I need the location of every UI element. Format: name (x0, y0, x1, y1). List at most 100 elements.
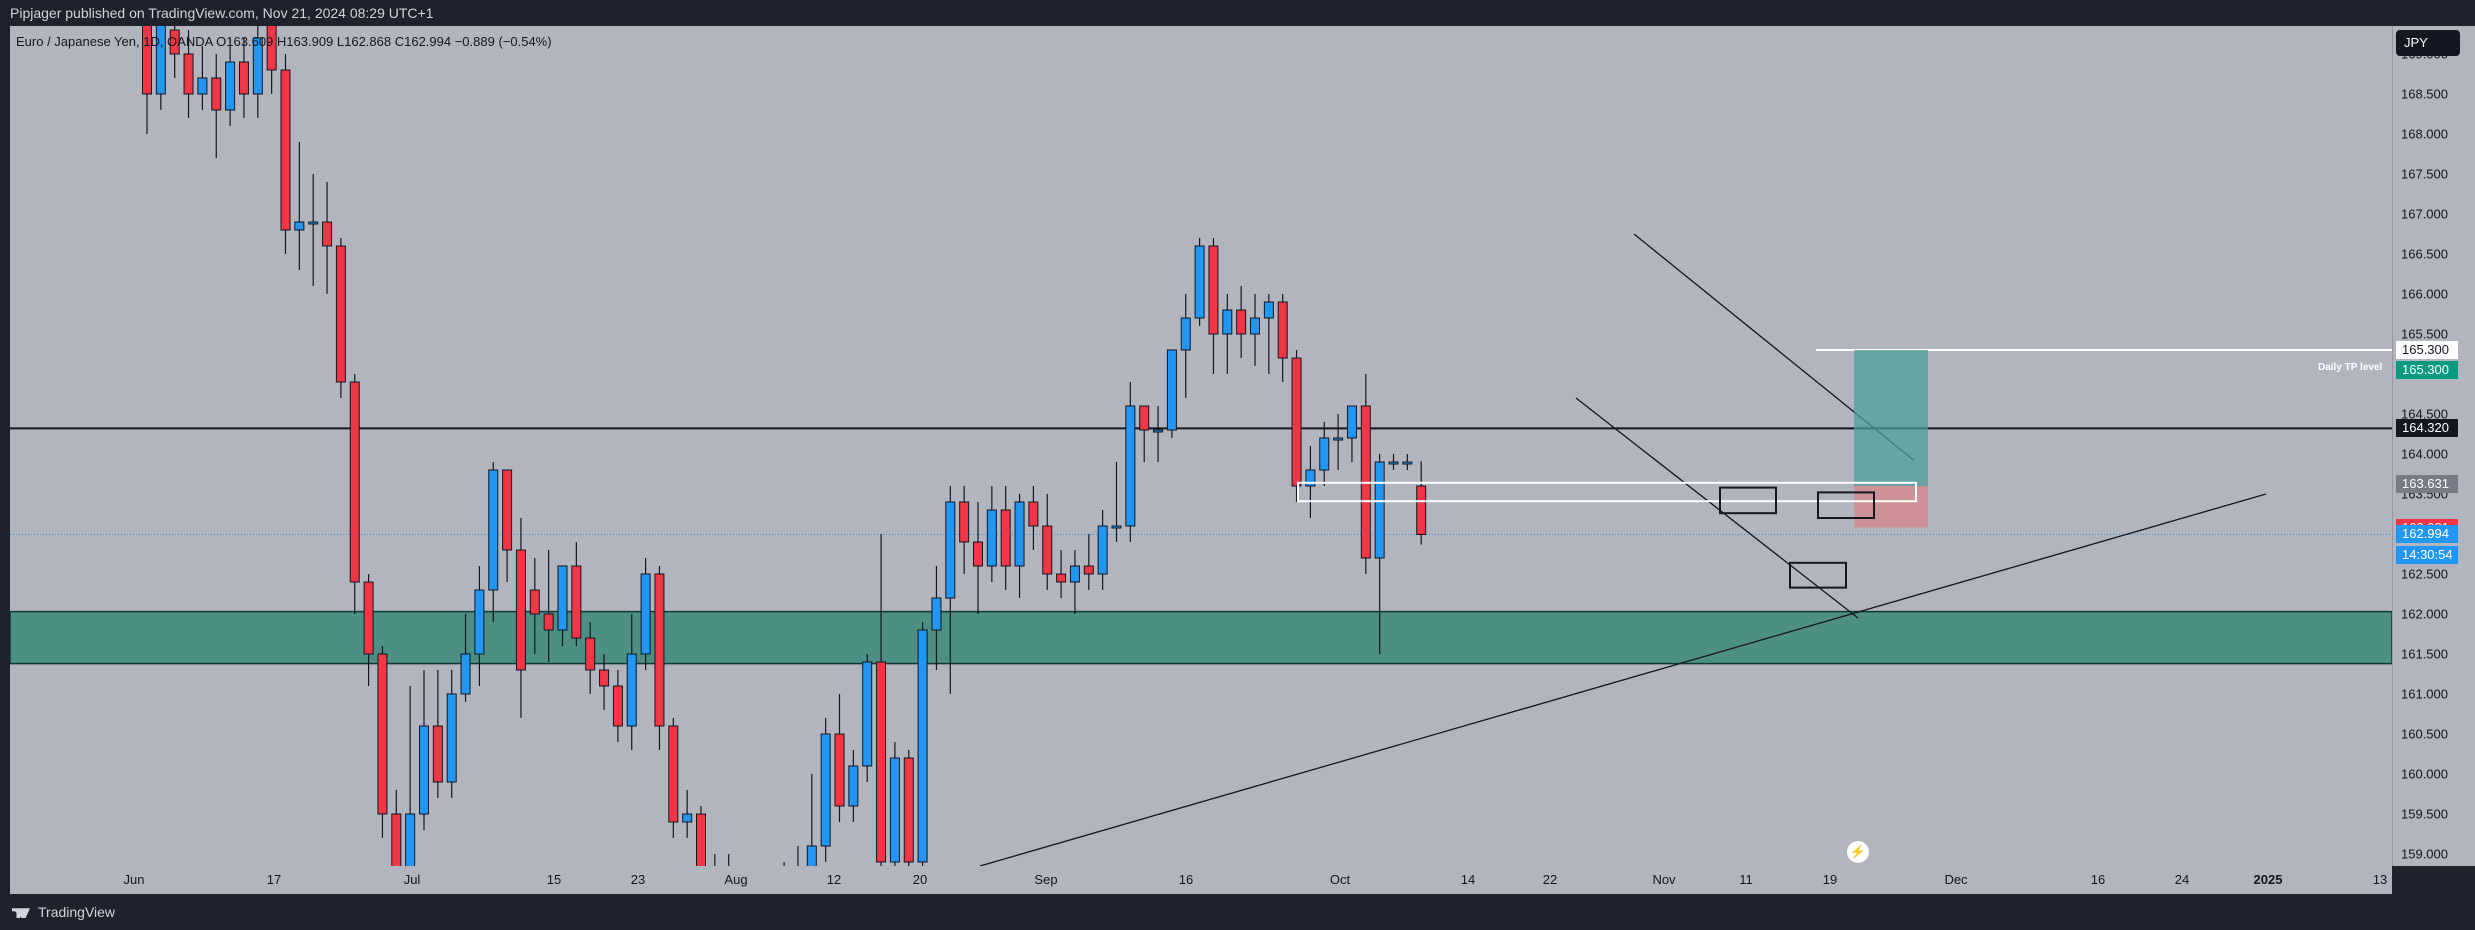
candle-body (1056, 573, 1067, 583)
candle-body (211, 77, 222, 111)
candle-body (1416, 485, 1427, 535)
candle-body (1305, 469, 1316, 487)
candle-body (335, 245, 346, 383)
candle-body (197, 77, 208, 95)
price-tick-label: 167.000 (2401, 206, 2448, 222)
price-badge: 162.994 (2396, 525, 2458, 544)
candle-body (155, 26, 166, 95)
candle-body (1388, 461, 1399, 465)
time-tick-label: 19 (1822, 872, 1838, 887)
time-tick-label: Aug (724, 872, 748, 887)
candle-body (1277, 301, 1288, 359)
time-tick-label: 24 (2174, 872, 2190, 887)
candle-body (682, 813, 693, 823)
candle-body (502, 469, 513, 551)
candle-body (986, 509, 997, 567)
price-tick-label: 165.500 (2401, 326, 2448, 342)
candle-body (1402, 461, 1413, 465)
black-box-3 (1789, 561, 1847, 589)
target-zone (1854, 350, 1928, 486)
time-tick-label: Dec (1944, 872, 1968, 887)
candle-body (599, 669, 610, 687)
candle-body (1125, 405, 1136, 527)
time-tick-label: 15 (546, 872, 562, 887)
price-axis[interactable]: 169.000168.500168.000167.500167.000166.5… (2392, 26, 2475, 866)
candle-body (1374, 461, 1385, 559)
time-tick-label: 17 (266, 872, 282, 887)
tradingview-brand[interactable]: TradingView (12, 904, 115, 920)
time-tick-label: 23 (630, 872, 646, 887)
price-tick-label: 162.000 (2401, 606, 2448, 622)
currency-button[interactable]: JPY (2396, 30, 2460, 56)
time-tick-label: 22 (1542, 872, 1558, 887)
price-tick-label: 164.500 (2401, 406, 2448, 422)
chart-plot-area[interactable]: Euro / Japanese Yen, 1D, OANDA O163.609 … (10, 26, 2392, 866)
price-badge: 164.320 (2396, 419, 2458, 438)
time-tick-label: Sep (1034, 872, 1058, 887)
black-box-1 (1719, 486, 1777, 515)
candle-body (1236, 309, 1247, 335)
candle-body (1346, 405, 1357, 439)
falling-trendline-lower (1575, 397, 1859, 619)
candle-body (931, 597, 942, 631)
time-tick-label: Jul (403, 872, 421, 887)
candle-body (432, 725, 443, 783)
candle-body (1083, 565, 1094, 575)
time-tick-label: Nov (1652, 872, 1676, 887)
price-tick-label: 160.000 (2401, 766, 2448, 782)
candle-body (1042, 525, 1053, 575)
candle-body (183, 53, 194, 95)
candle-body (585, 637, 596, 671)
time-tick-label: 13 (2372, 872, 2388, 887)
candle-body (917, 629, 928, 863)
price-tick-label: 168.500 (2401, 86, 2448, 102)
price-tick-label: 160.500 (2401, 726, 2448, 742)
price-tick-label: 159.000 (2401, 846, 2448, 862)
price-tick-label: 161.500 (2401, 646, 2448, 662)
brand-label: TradingView (38, 904, 116, 920)
price-tick-label: 166.000 (2401, 286, 2448, 302)
price-tick-label: 166.500 (2401, 246, 2448, 262)
candle-body (876, 661, 887, 863)
time-axis[interactable]: Jun 17 Jul 15 23 Aug 12 20 Sep 16 Oct 14 22 Nov 11 19 De… (10, 866, 2392, 894)
candle-body (848, 765, 859, 807)
candle-body (571, 565, 582, 639)
time-tick-label: 20 (912, 872, 928, 887)
candlestick-chart[interactable] (10, 26, 2392, 866)
candle-body (1111, 525, 1122, 529)
candle-body (1291, 357, 1302, 487)
black-box-2 (1817, 491, 1875, 519)
candle-body (1028, 501, 1039, 527)
time-tick-label: 16 (1178, 872, 1194, 887)
candle-body (349, 381, 360, 583)
candle-body (1000, 509, 1011, 567)
candle-body (973, 541, 983, 567)
candle-body (1194, 245, 1205, 319)
price-badge: 165.300 (2396, 341, 2458, 359)
candle-body (862, 661, 873, 767)
lightning-icon[interactable]: ⚡ (1847, 841, 1869, 863)
candle-body (806, 845, 817, 866)
price-tick-label: 164.000 (2401, 446, 2448, 462)
candle-body (322, 221, 333, 247)
candle-body (1222, 309, 1233, 335)
price-badge: 14:30:54 (2396, 545, 2458, 564)
time-tick-label: Oct (1329, 872, 1351, 887)
time-tick-label: 16 (2090, 872, 2106, 887)
candle-body (391, 813, 402, 866)
candle-body (1166, 349, 1177, 431)
candle-body (696, 813, 706, 866)
price-tick-label: 159.500 (2401, 806, 2448, 822)
candle-body (169, 29, 180, 55)
candle-body (225, 61, 236, 111)
price-tick-label: 168.000 (2401, 126, 2448, 142)
candle-body (640, 573, 651, 655)
price-tick-label: 162.500 (2401, 566, 2448, 582)
candle-body (1139, 405, 1150, 431)
candle-body (238, 61, 249, 95)
candle-body (1069, 565, 1080, 583)
candle-body (820, 733, 831, 847)
tradingview-logo-icon (12, 908, 30, 919)
candle-body (668, 725, 679, 823)
symbol-legend: Euro / Japanese Yen, 1D, OANDA O163.609 … (16, 34, 552, 49)
